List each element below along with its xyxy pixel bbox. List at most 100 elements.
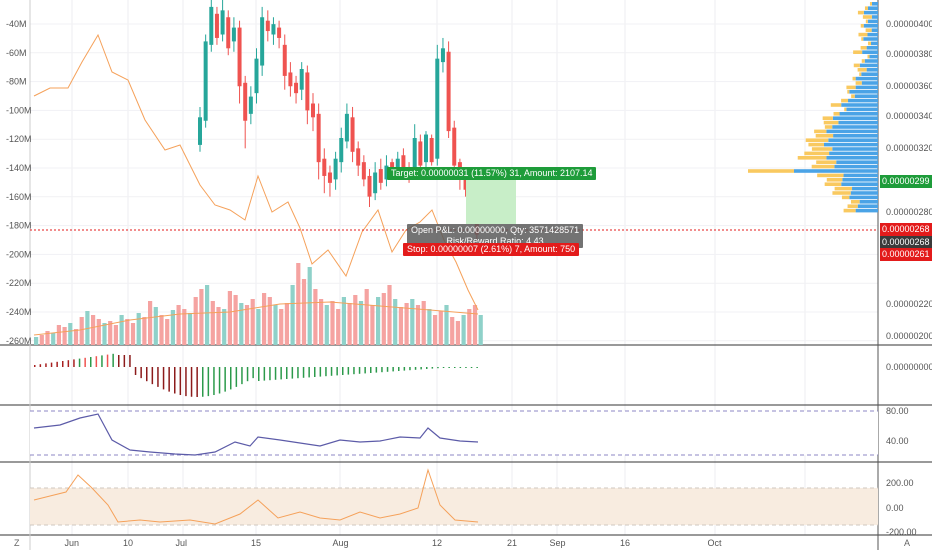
candle-body	[395, 158, 400, 170]
vp-bar-yellow	[817, 173, 844, 178]
volume-bar	[79, 317, 84, 345]
macd-bar	[336, 367, 338, 376]
candle-body	[463, 175, 468, 190]
volume-bar	[39, 335, 44, 345]
volume-bar	[233, 295, 238, 345]
vp-bar-yellow	[823, 120, 839, 125]
macd-bar	[162, 367, 165, 390]
vp-bar-yellow	[867, 54, 870, 59]
volume-bar	[267, 297, 272, 345]
volume-bar	[370, 305, 375, 345]
left-axis-tick: -180M	[6, 221, 32, 231]
cci-axis-tick: -200.00	[886, 527, 917, 537]
volume-bar	[159, 315, 164, 345]
volume-bar	[341, 297, 346, 345]
volume-bar	[45, 331, 50, 345]
risk-reward-text: Risk/Reward Ratio: 4.43	[446, 236, 544, 246]
macd-bar	[459, 367, 462, 368]
volume-bar	[130, 323, 136, 345]
vp-bar-yellow	[805, 138, 829, 142]
rsi-line	[33, 413, 479, 456]
macd-bar	[364, 367, 366, 374]
candle-body	[435, 58, 440, 159]
macd-bar	[179, 367, 182, 396]
volume-bar	[307, 267, 312, 345]
volume-bar	[478, 315, 483, 345]
vp-bar-blue	[866, 68, 878, 72]
candle-body	[418, 141, 423, 166]
left-axis-tick: -260M	[6, 336, 32, 346]
price-axis-tick: 0.00000200	[886, 331, 932, 341]
vp-bar-blue	[861, 72, 878, 76]
volume-bar	[119, 315, 124, 345]
vp-bar-yellow	[860, 24, 864, 28]
vp-bar-yellow	[832, 191, 851, 195]
vp-bar-blue	[852, 186, 878, 191]
macd-bar	[39, 364, 42, 367]
candle-body	[237, 27, 242, 87]
macd-bar	[465, 367, 467, 368]
volume-bar	[142, 317, 147, 345]
volume-bar	[301, 279, 307, 345]
auto-scale-toggle[interactable]: A	[903, 538, 910, 548]
vp-bar-yellow	[850, 200, 860, 204]
orange-line	[33, 33, 479, 311]
vp-bar-blue	[859, 200, 878, 204]
volume-bar	[472, 305, 478, 345]
left-axis-tick: -240M	[6, 307, 32, 317]
macd-bar	[118, 355, 120, 367]
vp-bar-blue	[867, 19, 878, 24]
vp-bar-yellow	[833, 112, 840, 116]
candle-body	[339, 138, 344, 163]
vp-bar-yellow	[797, 156, 827, 160]
volume-bar	[176, 305, 181, 345]
candle-body	[446, 51, 451, 132]
position-tool[interactable]	[30, 176, 878, 231]
volume-bar	[262, 293, 267, 345]
price-label-2: 0.00000268	[880, 236, 932, 249]
volume-bar	[444, 305, 449, 345]
macd-bar	[95, 356, 98, 367]
volume-bar	[353, 295, 358, 345]
zoom-toggle[interactable]: Z	[14, 538, 20, 548]
macd-bar	[280, 367, 282, 380]
vp-bar-blue	[849, 195, 878, 200]
candle-body	[214, 13, 219, 38]
macd-bar	[442, 367, 445, 368]
macd-bar	[353, 367, 355, 375]
candle-body	[198, 117, 202, 145]
current-price-label: 0.00000299	[880, 175, 932, 188]
vp-bar-yellow	[858, 32, 868, 37]
volume-bar	[290, 285, 295, 345]
macd-bar	[213, 367, 215, 396]
vp-bar-blue	[863, 24, 878, 28]
candle-body	[327, 172, 332, 183]
vp-bar-blue	[866, 46, 878, 50]
macd-bar	[84, 357, 86, 367]
vp-bar-yellow	[804, 151, 830, 156]
volume-bar	[427, 309, 432, 345]
vp-bar-blue	[832, 147, 878, 151]
volume-bar	[364, 289, 369, 345]
macd-bar	[263, 367, 266, 381]
vp-bar-yellow	[816, 160, 837, 164]
macd-bar	[129, 355, 131, 367]
macd-bar	[62, 361, 64, 367]
time-axis-tick: Jun	[65, 538, 80, 548]
vp-bar-blue	[834, 164, 878, 169]
macd-bar	[269, 367, 271, 381]
candle-body	[220, 10, 225, 35]
candle-body	[350, 117, 355, 152]
time-axis-tick: 12	[432, 538, 442, 548]
vp-bar-yellow	[865, 19, 868, 24]
candle-body	[299, 69, 304, 90]
macd-bar	[90, 357, 92, 367]
macd-bar	[146, 367, 148, 382]
vp-bar-yellow	[811, 147, 833, 151]
vp-bar-yellow	[841, 98, 849, 103]
volume-ma-line	[33, 301, 479, 336]
vp-bar-yellow	[834, 186, 853, 191]
macd-bar	[50, 362, 53, 367]
volume-bar	[136, 313, 141, 345]
